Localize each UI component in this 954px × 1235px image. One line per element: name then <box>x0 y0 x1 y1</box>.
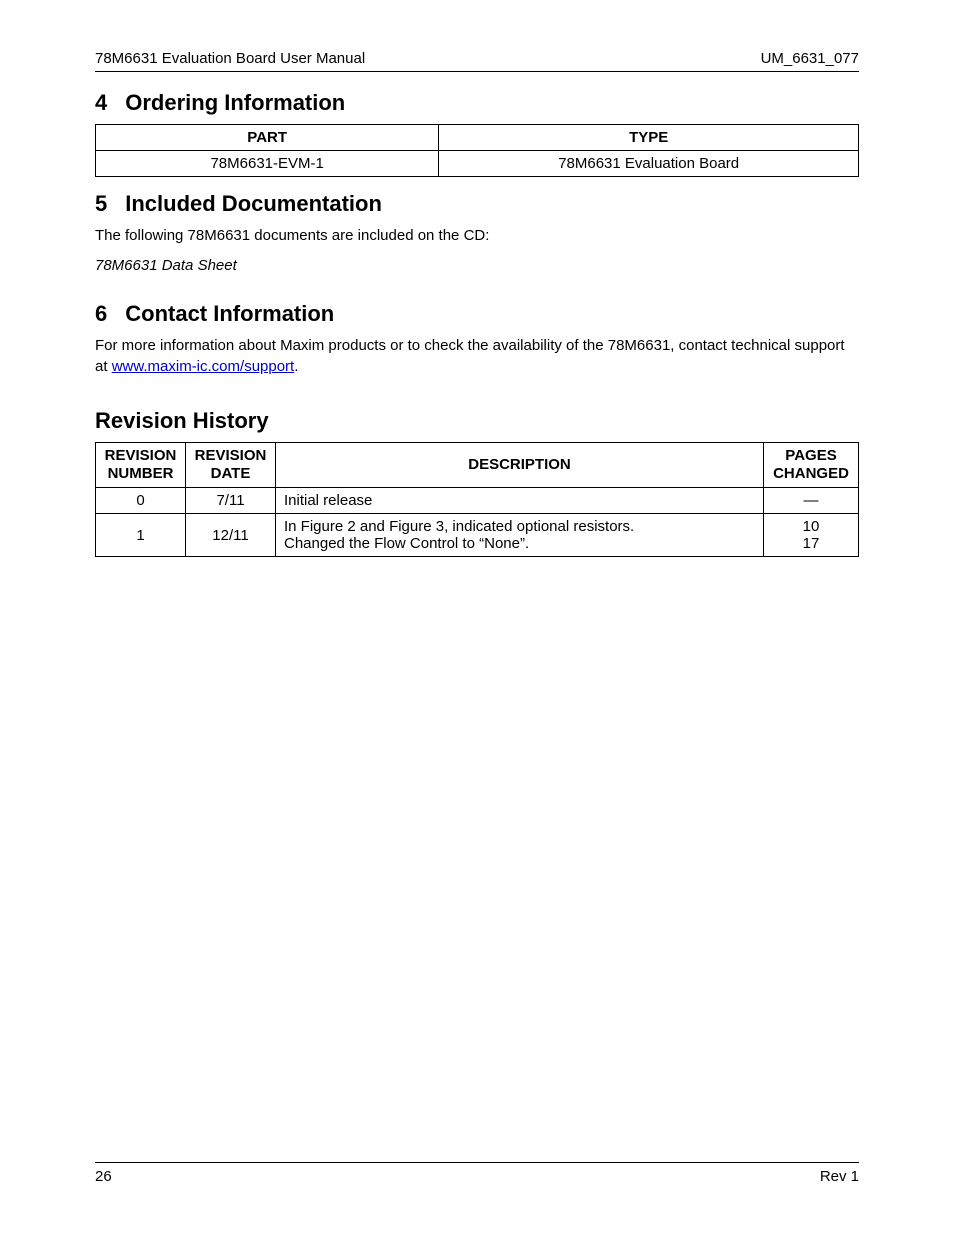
revision-cell-description: Initial release <box>276 488 764 514</box>
included-docs-item: 78M6631 Data Sheet <box>95 255 859 277</box>
revision-cell-date: 12/11 <box>186 514 276 557</box>
revision-desc-line1: In Figure 2 and Figure 3, indicated opti… <box>284 518 755 535</box>
ordering-cell-part: 78M6631-EVM-1 <box>96 151 439 177</box>
section-ordering-number: 4 <box>95 90 107 116</box>
section-ordering-title: Ordering Information <box>125 90 345 116</box>
revision-col-description: DESCRIPTION <box>276 443 764 488</box>
revision-pages-line2: 17 <box>772 535 850 552</box>
ordering-col-part: PART <box>96 125 439 151</box>
contact-support-link[interactable]: www.maxim-ic.com/support <box>112 358 295 375</box>
revision-cell-number: 1 <box>96 514 186 557</box>
section-included-docs-heading: 5 Included Documentation <box>95 191 859 217</box>
revision-cell-pages: 10 17 <box>764 514 859 557</box>
table-header-row: PART TYPE <box>96 125 859 151</box>
section-contact-heading: 6 Contact Information <box>95 301 859 327</box>
table-row: 1 12/11 In Figure 2 and Figure 3, indica… <box>96 514 859 557</box>
table-row: 0 7/11 Initial release — <box>96 488 859 514</box>
revision-col-number: REVISION NUMBER <box>96 443 186 488</box>
revision-pages-line1: 10 <box>772 518 850 535</box>
table-header-row: REVISION NUMBER REVISION DATE DESCRIPTIO… <box>96 443 859 488</box>
revision-cell-pages: — <box>764 488 859 514</box>
revision-cell-number: 0 <box>96 488 186 514</box>
revision-history-heading: Revision History <box>95 408 859 434</box>
header-doc-number: UM_6631_077 <box>761 50 859 67</box>
contact-paragraph: For more information about Maxim product… <box>95 335 859 379</box>
table-row: 78M6631-EVM-1 78M6631 Evaluation Board <box>96 151 859 177</box>
section-ordering-heading: 4 Ordering Information <box>95 90 859 116</box>
section-contact-title: Contact Information <box>125 301 334 327</box>
ordering-col-type: TYPE <box>439 125 859 151</box>
footer-page-number: 26 <box>95 1168 112 1185</box>
revision-history-table: REVISION NUMBER REVISION DATE DESCRIPTIO… <box>95 442 859 557</box>
ordering-table: PART TYPE 78M6631-EVM-1 78M6631 Evaluati… <box>95 124 859 177</box>
revision-col-pages: PAGES CHANGED <box>764 443 859 488</box>
section-included-docs-number: 5 <box>95 191 107 217</box>
revision-cell-description: In Figure 2 and Figure 3, indicated opti… <box>276 514 764 557</box>
page-footer: 26 Rev 1 <box>95 1162 859 1185</box>
header-title-left: 78M6631 Evaluation Board User Manual <box>95 50 365 67</box>
footer-rev: Rev 1 <box>820 1168 859 1185</box>
page-header: 78M6631 Evaluation Board User Manual UM_… <box>95 50 859 72</box>
contact-text-after: . <box>294 358 298 375</box>
section-included-docs-title: Included Documentation <box>125 191 382 217</box>
section-contact-number: 6 <box>95 301 107 327</box>
ordering-cell-type: 78M6631 Evaluation Board <box>439 151 859 177</box>
revision-col-date: REVISION DATE <box>186 443 276 488</box>
revision-cell-date: 7/11 <box>186 488 276 514</box>
revision-desc-line2: Changed the Flow Control to “None”. <box>284 535 755 552</box>
included-docs-intro: The following 78M6631 documents are incl… <box>95 225 859 247</box>
